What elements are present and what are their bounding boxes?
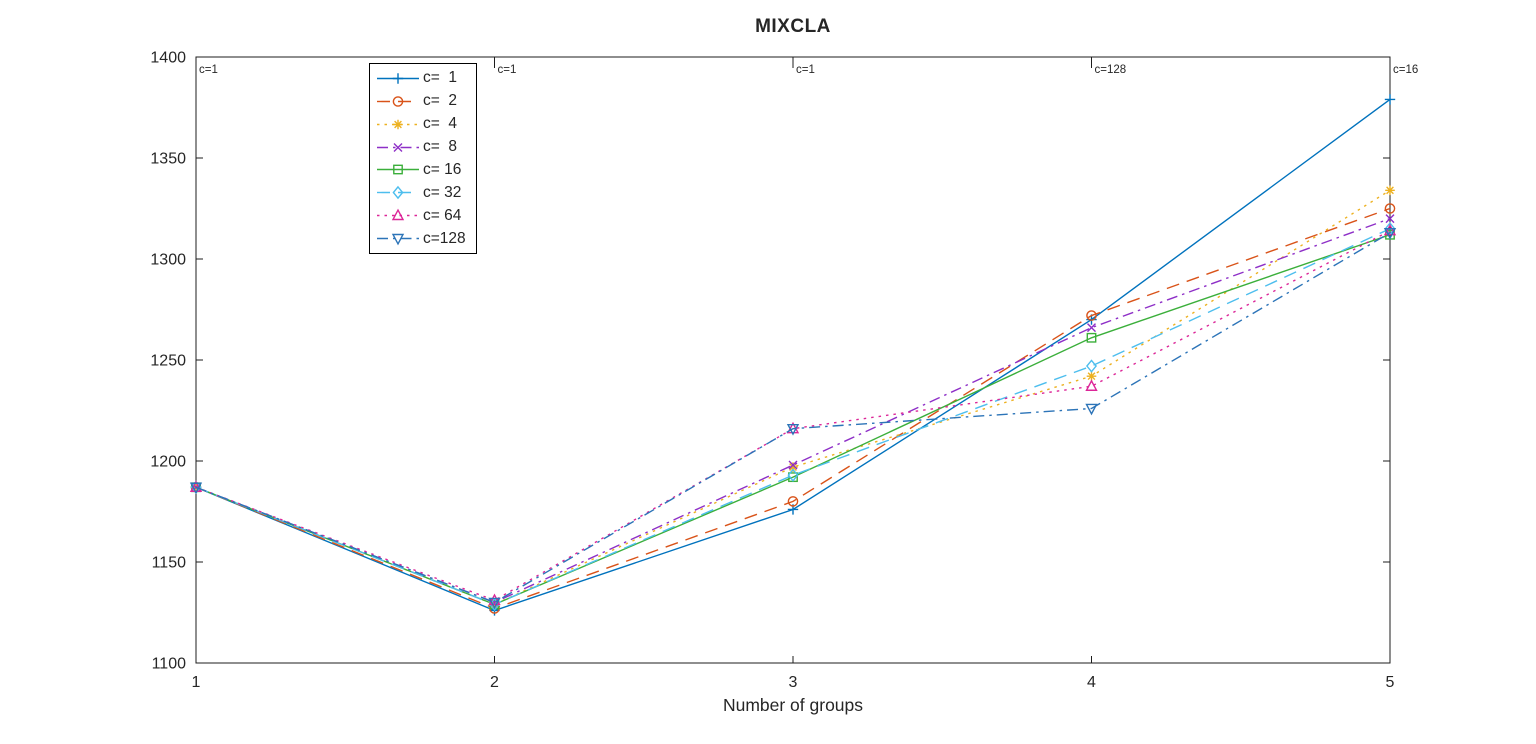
triangle-up-marker-icon <box>1383 223 1397 236</box>
asterisk-marker-icon <box>1086 371 1097 381</box>
asterisk-marker-icon <box>788 462 798 472</box>
plus-marker-icon <box>392 73 404 84</box>
y-tick-label: 1200 <box>150 454 186 471</box>
x-marker-icon <box>1385 214 1395 224</box>
point-annotation: c=16 <box>1393 64 1418 76</box>
legend-sample <box>377 186 419 200</box>
point-annotation: c=128 <box>1095 64 1127 76</box>
circle-marker-icon <box>1086 310 1097 321</box>
triangle-down-marker-icon <box>1085 403 1098 416</box>
diamond-marker-icon <box>1085 359 1098 373</box>
x-tick-label: 2 <box>490 674 499 691</box>
legend-item-label: c= 1 <box>423 69 458 87</box>
legend-sample <box>377 142 419 152</box>
x-marker-icon <box>1087 323 1096 333</box>
legend-item: c= 2 <box>376 90 476 112</box>
triangle-down-marker-icon <box>1383 228 1397 240</box>
series-line <box>195 228 1391 606</box>
x-marker-icon <box>393 142 403 152</box>
y-tick-label: 1300 <box>150 252 186 269</box>
legend-item-label: c= 2 <box>423 92 458 110</box>
diamond-marker-icon <box>787 468 799 482</box>
legend-item-label: c= 32 <box>423 183 462 201</box>
series-line <box>195 234 1391 606</box>
y-tick-label: 1100 <box>152 656 187 673</box>
triangle-down-marker-icon <box>488 597 501 610</box>
series-line <box>195 217 1391 604</box>
series-line <box>195 232 1391 604</box>
triangle-up-marker-icon <box>1085 379 1098 391</box>
y-tick-label: 1150 <box>152 555 187 572</box>
legend-sample <box>377 233 419 246</box>
legend-item: c= 32 <box>376 182 476 204</box>
legend-item-label: c= 16 <box>423 160 462 178</box>
plus-marker-icon <box>1384 94 1396 105</box>
legend-item: c= 1 <box>376 67 476 89</box>
circle-marker-icon <box>787 496 799 507</box>
diamond-marker-icon <box>392 186 404 200</box>
series-line <box>195 207 1391 610</box>
legend-sample <box>377 119 419 129</box>
x-tick-label: 1 <box>192 674 201 691</box>
y-tick-label: 1250 <box>150 353 186 370</box>
square-marker-icon <box>393 165 403 175</box>
triangle-down-marker-icon <box>189 482 203 495</box>
point-annotation: c=1 <box>796 64 815 76</box>
legend-item: c= 8 <box>376 136 476 158</box>
x-axis-label: Number of groups <box>722 695 864 715</box>
legend-item: c= 4 <box>376 113 476 135</box>
y-tick-label: 1350 <box>150 151 186 168</box>
legend-item-label: c=128 <box>423 229 466 247</box>
point-annotation: c=1 <box>199 64 218 76</box>
x-marker-icon <box>788 460 798 470</box>
x-tick-label: 4 <box>1087 674 1096 691</box>
asterisk-marker-icon <box>1385 185 1395 196</box>
triangle-down-marker-icon <box>391 233 405 246</box>
legend: c= 1 c= 2 c= 4 c= 8 c= 16 c= 32 c= 64 c=128 <box>369 63 477 254</box>
legend-item: c= 16 <box>376 159 476 181</box>
triangle-up-marker-icon <box>488 593 501 606</box>
legend-sample <box>377 96 419 107</box>
series-line <box>195 230 1391 602</box>
asterisk-marker-icon <box>393 119 403 129</box>
triangle-down-marker-icon <box>786 423 800 436</box>
circle-marker-icon <box>392 96 404 107</box>
legend-sample <box>377 73 419 84</box>
square-marker-icon <box>1086 332 1097 343</box>
circle-marker-icon <box>1384 203 1396 214</box>
triangle-up-marker-icon <box>391 208 405 221</box>
legend-item-label: c= 8 <box>423 138 458 156</box>
point-annotation: c=1 <box>498 64 517 76</box>
legend-sample <box>377 208 419 221</box>
legend-item-label: c= 64 <box>423 206 462 224</box>
legend-item-label: c= 4 <box>423 115 458 133</box>
legend-item: c= 64 <box>376 205 476 227</box>
legend-item: c=128 <box>376 228 476 250</box>
x-tick-label: 5 <box>1386 674 1395 691</box>
x-tick-label: 3 <box>789 674 798 691</box>
y-tick-label: 1400 <box>150 50 186 67</box>
legend-sample <box>377 165 419 175</box>
chart-title: MIXCLA <box>755 16 831 37</box>
